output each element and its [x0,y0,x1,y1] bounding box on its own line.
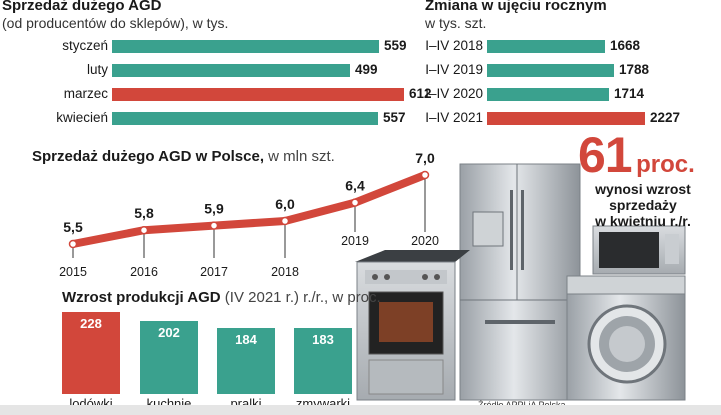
chart1-value: 499 [355,62,378,77]
bottom-strip [0,405,721,415]
callout-unit: proc. [636,151,695,178]
chart2-value: 1668 [610,38,641,53]
stove-icon [355,250,470,401]
chart2-title: Zmiana w ujęciu rocznym [425,0,607,14]
chart3-title-main: Sprzedaż dużego AGD w Polsce, [32,148,264,165]
home-appliances-illustration [355,163,686,401]
callout-line-1: wynosi wzrost [595,181,691,197]
chart2-subtitle: w tys. szt. [425,15,487,31]
line-value-label: 6,0 [275,196,295,212]
line-value-label: 5,9 [204,201,224,217]
callout-text: wynosi wzrost sprzedaży w kwietniu r./r. [568,181,718,229]
line-x-tick: 2015 [59,265,87,279]
chart1-bar [112,112,378,125]
chart2-bar [487,40,605,53]
line-series [69,171,429,248]
line-x-tick: 2016 [130,265,158,279]
line-x-tick: 2020 [411,234,439,248]
line-x-tick: 2019 [341,234,369,248]
chart4-title-main: Wzrost produkcji AGD [62,289,221,306]
line-point [280,216,290,226]
line-value-label: 7,0 [415,150,435,166]
chart2-label: I–IV 2020 [425,86,483,101]
chart2-bar [487,112,645,125]
chart4-value: 228 [80,316,102,331]
chart2-label: I–IV 2019 [425,62,483,77]
chart2-bar [487,64,614,77]
chart3-title: Sprzedaż dużego AGD w Polsce, w mln szt. [32,148,335,165]
chart4-value: 183 [312,332,334,347]
chart1-subtitle: (od producentów do sklepów), w tys. [2,15,229,31]
chart2-bar [487,88,609,101]
line-point [420,170,430,180]
callout-line-2: sprzedaży [609,197,677,213]
chart1-value: 559 [384,38,407,53]
chart1-value: 612 [409,86,432,101]
chart2-label: I–IV 2021 [425,110,483,125]
chart4-bar [217,328,275,394]
chart1-bar [112,88,404,101]
callout-line-3: w kwietniu r./r. [595,213,691,229]
chart4-bar [294,328,352,394]
chart1-title: Sprzedaż dużego AGD [2,0,162,14]
line-value-label: 6,4 [345,178,365,194]
line-point [139,225,149,235]
chart1-label: styczeń [62,38,108,53]
chart1-label: kwiecień [56,110,108,125]
line-value-label: 5,5 [63,219,83,235]
line-point [350,198,360,207]
chart2-value: 1714 [614,86,645,101]
chart4-bar [140,321,198,394]
microwave-icon [592,225,686,275]
line-point [68,239,78,249]
chart1-bar [112,64,350,77]
line-x-tick: 2017 [200,265,228,279]
line-value-label: 5,8 [134,205,154,221]
chart4-bar [62,312,120,394]
chart1-bar [112,40,379,53]
chart2-label: I–IV 2018 [425,38,483,53]
line-x-tick: 2018 [271,265,299,279]
washing-machine-icon [566,275,686,401]
chart4-value: 202 [158,325,180,340]
chart2-value: 1788 [619,62,650,77]
chart1-label: marzec [63,86,108,101]
fridge-icon [459,163,581,401]
chart3-title-unit: w mln szt. [268,148,335,165]
chart4-title: Wzrost produkcji AGD (IV 2021 r.) r./r.,… [62,289,381,306]
callout-headline: 61 proc. [578,130,695,180]
line-point [209,221,219,230]
chart4-value: 184 [235,332,257,347]
callout-number: 61 [578,127,633,183]
chart1-label: luty [86,62,108,77]
chart4-title-sub: (IV 2021 r.) r./r., w proc. [224,289,381,306]
chart1-value: 557 [383,110,406,125]
chart2-value: 2227 [650,110,681,125]
